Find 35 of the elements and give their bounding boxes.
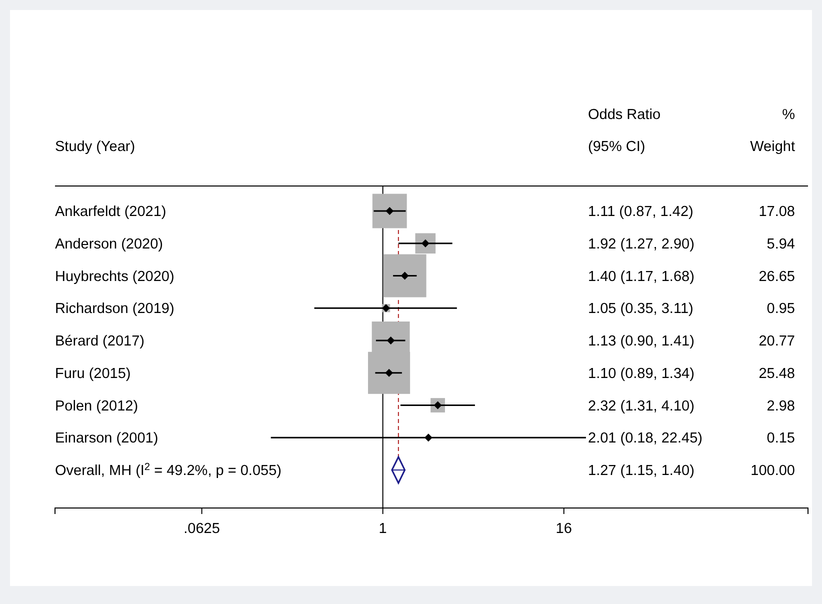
annotation: 1.10 (0.89, 1.34) bbox=[588, 366, 694, 382]
annotation: 20.77 bbox=[758, 334, 795, 350]
annotation: 5.94 bbox=[766, 236, 795, 252]
annotation: 0.15 bbox=[766, 430, 795, 447]
annotation: 26.65 bbox=[758, 268, 795, 285]
text: (95% CI) bbox=[588, 139, 646, 155]
text: Weight bbox=[750, 139, 795, 155]
annotation: 100.00 bbox=[750, 463, 795, 479]
annotation: 0.95 bbox=[766, 301, 795, 318]
text: % bbox=[782, 107, 796, 123]
y-tick-label: Ankarfeldt (2021) bbox=[55, 204, 166, 220]
annotation: 1.11 (0.87, 1.42) bbox=[588, 204, 694, 220]
y-tick-label: Anderson (2020) bbox=[55, 236, 164, 252]
annotation: 1.40 (1.17, 1.68) bbox=[588, 268, 694, 285]
y-axis-title: Study (Year) bbox=[55, 139, 136, 155]
annotation: 25.48 bbox=[758, 366, 795, 382]
annotation: 2.32 (1.31, 4.10) bbox=[588, 398, 694, 414]
annotation: 1.92 (1.27, 2.90) bbox=[588, 236, 694, 252]
annotation: 2.01 (0.18, 22.45) bbox=[588, 430, 702, 447]
y-tick-label: Bérard (2017) bbox=[55, 334, 144, 350]
y-tick-label: Polen (2012) bbox=[55, 398, 138, 414]
annotation: 17.08 bbox=[758, 204, 795, 220]
x-tick-label: .0625 bbox=[184, 520, 220, 537]
y-tick-label: Richardson (2019) bbox=[55, 301, 174, 318]
y-tick-label: Furu (2015) bbox=[55, 366, 131, 382]
x-tick-label: 16 bbox=[556, 520, 572, 537]
y-tick-label: Huybrechts (2020) bbox=[55, 268, 174, 285]
x-tick-label: 1 bbox=[378, 520, 387, 537]
annotation: 1.13 (0.90, 1.41) bbox=[588, 334, 694, 350]
text: Odds Ratio bbox=[588, 107, 661, 123]
annotation: 1.05 (0.35, 3.11) bbox=[588, 301, 694, 318]
annotation: 1.27 (1.15, 1.40) bbox=[588, 463, 694, 479]
annotation: 2.98 bbox=[766, 398, 795, 414]
y-tick-label: Overall, MH (I$^{2}$ = 49.2%, p = 0.055) bbox=[55, 462, 282, 480]
y-tick-label: Einarson (2001) bbox=[55, 430, 158, 447]
